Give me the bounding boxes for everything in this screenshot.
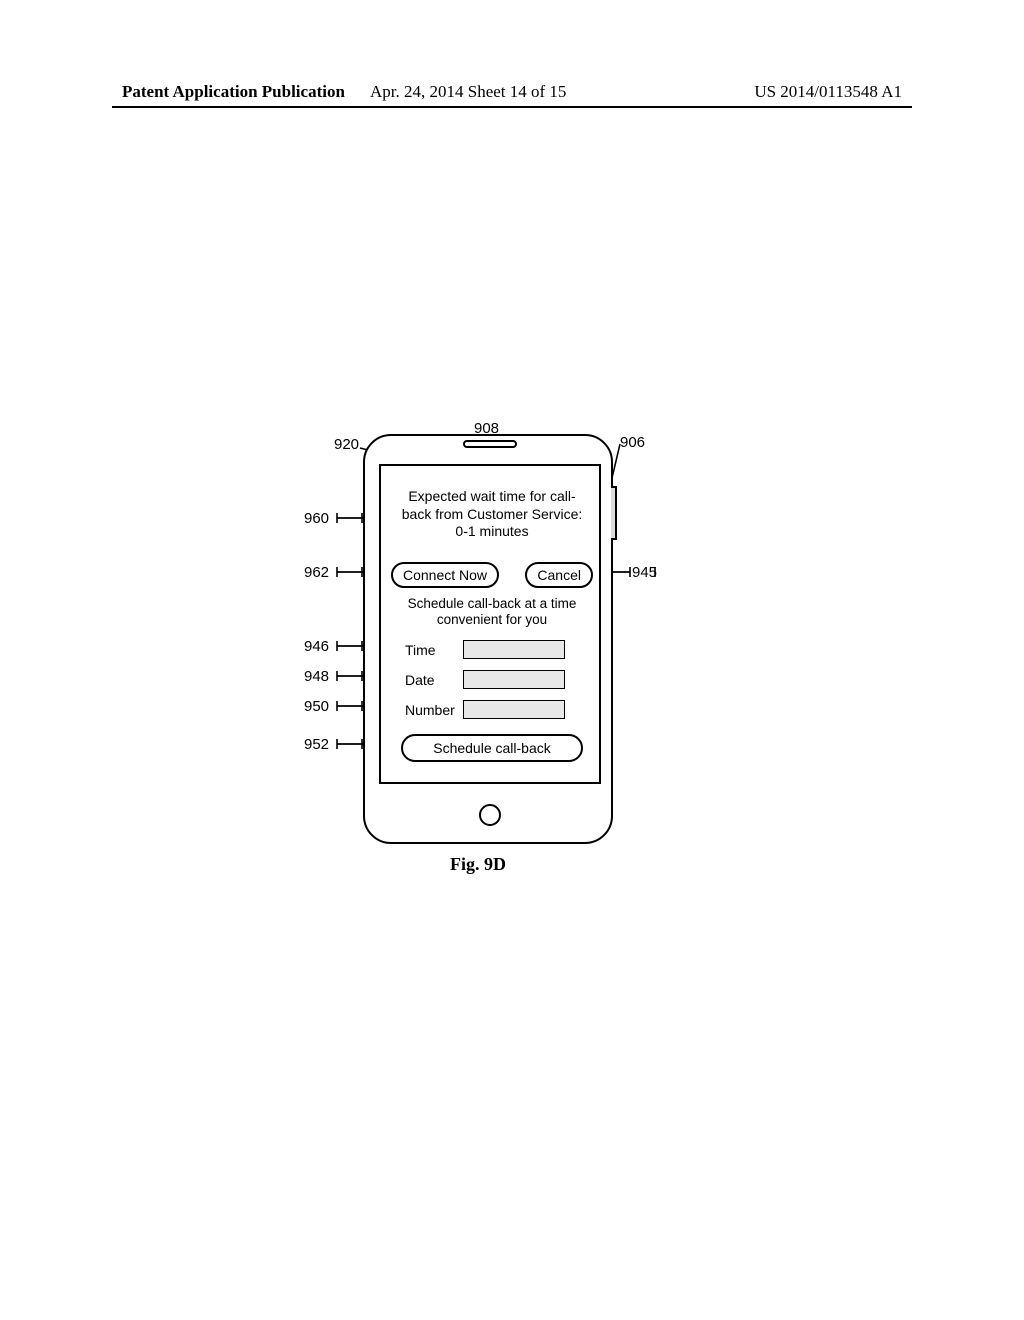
ref-945: 945 <box>632 564 657 581</box>
date-field-row: Date <box>405 670 565 689</box>
cancel-button[interactable]: Cancel <box>525 562 593 588</box>
number-input[interactable] <box>463 700 565 719</box>
header-right: US 2014/0113548 A1 <box>754 82 902 102</box>
number-field-row: Number <box>405 700 565 719</box>
date-label: Date <box>405 672 463 688</box>
phone-speaker <box>463 440 517 448</box>
number-label: Number <box>405 702 463 718</box>
figure-9d: 908 920 906 960 962 945 946 948 950 952 … <box>310 420 690 900</box>
ref-948: 948 <box>304 668 329 685</box>
time-label: Time <box>405 642 463 658</box>
date-input[interactable] <box>463 670 565 689</box>
connect-now-button[interactable]: Connect Now <box>391 562 499 588</box>
wait-time-text: Expected wait time for call-back from Cu… <box>397 488 587 541</box>
header-left: Patent Application Publication <box>122 82 345 102</box>
header-center: Apr. 24, 2014 Sheet 14 of 15 <box>370 82 566 102</box>
schedule-callback-button[interactable]: Schedule call-back <box>401 734 583 762</box>
button-row: Connect Now Cancel <box>391 562 593 588</box>
schedule-text: Schedule call-back at a time convenient … <box>393 596 591 628</box>
phone-outline: Expected wait time for call-back from Cu… <box>363 434 613 844</box>
ref-946: 946 <box>304 638 329 655</box>
ref-906: 906 <box>620 434 645 451</box>
ref-962: 962 <box>304 564 329 581</box>
header-rule <box>112 106 912 108</box>
ref-950: 950 <box>304 698 329 715</box>
phone-screen: Expected wait time for call-back from Cu… <box>379 464 601 784</box>
ref-952: 952 <box>304 736 329 753</box>
ref-960: 960 <box>304 510 329 527</box>
figure-caption: Fig. 9D <box>450 854 506 875</box>
phone-side-button <box>611 486 617 540</box>
time-field-row: Time <box>405 640 565 659</box>
time-input[interactable] <box>463 640 565 659</box>
page-header: Patent Application Publication Apr. 24, … <box>0 82 1024 102</box>
ref-920: 920 <box>334 436 359 453</box>
phone-home-button <box>479 804 501 826</box>
